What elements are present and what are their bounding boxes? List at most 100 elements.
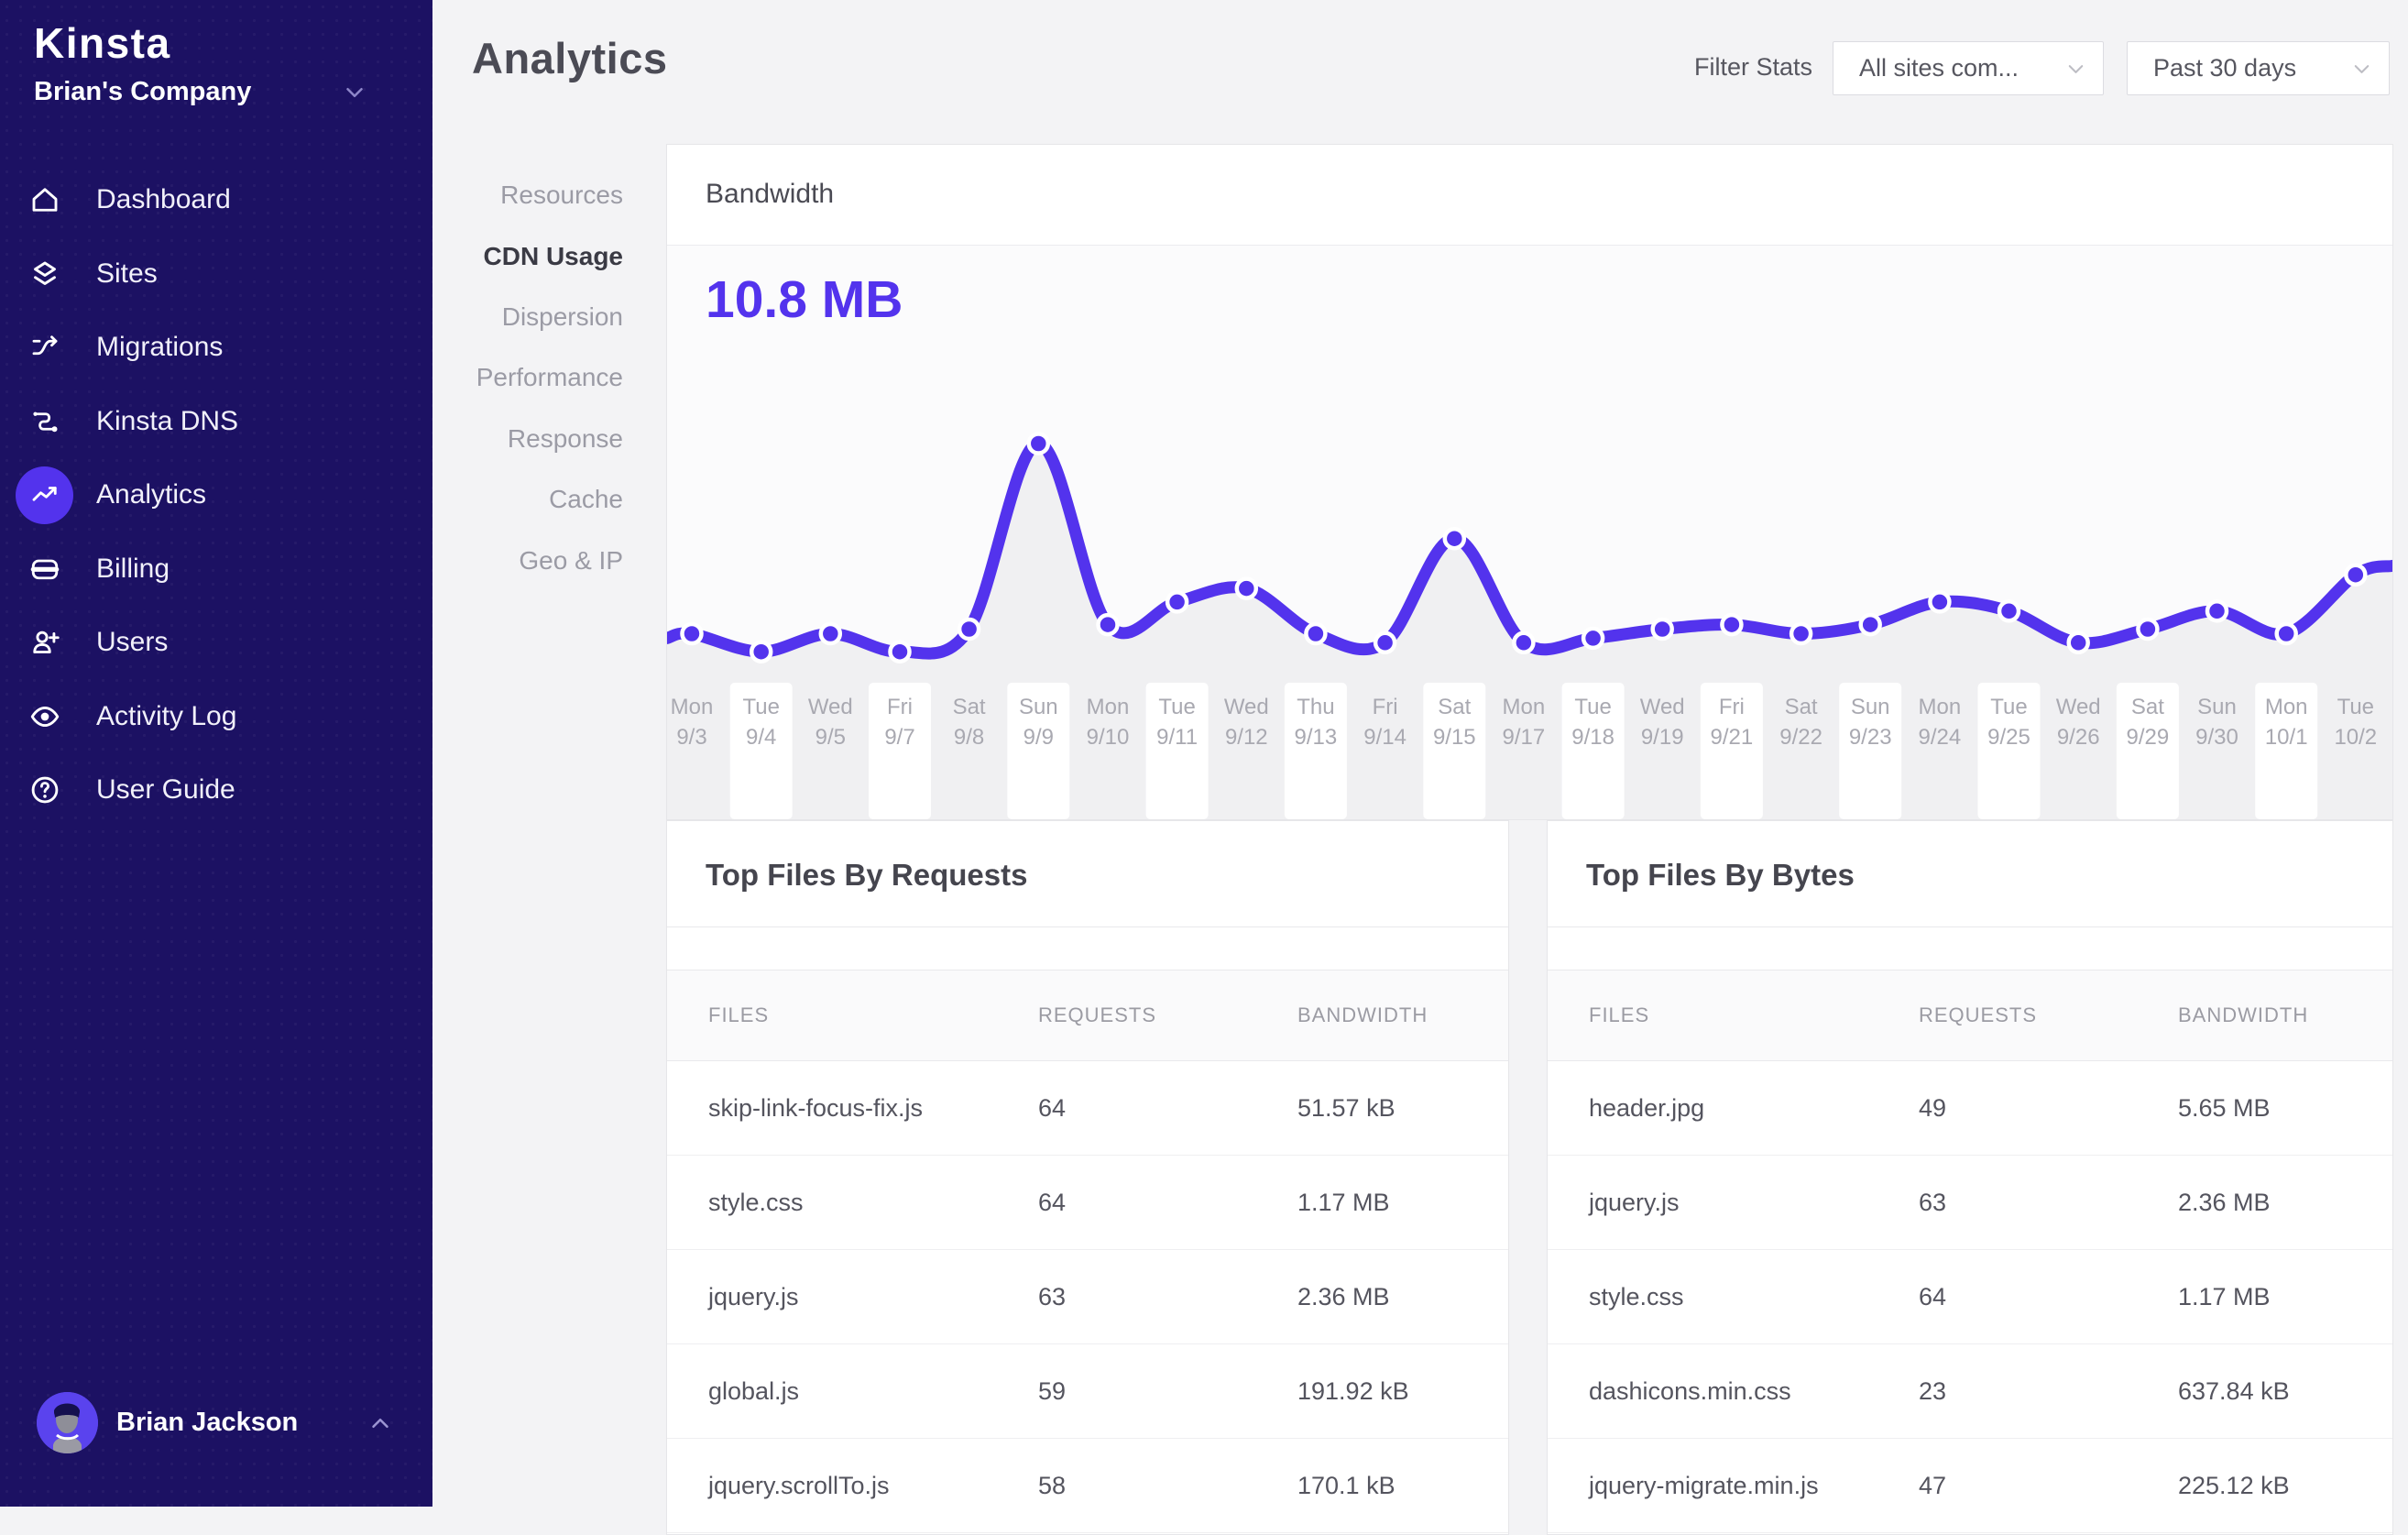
bandwidth-card: Bandwidth 10.8 MB Mon 9/3 Tue 9/4 Wed 9/5 Fri 9… [666, 144, 2393, 820]
bandwidth-cell: 2.36 MB [1297, 1282, 1390, 1310]
site-filter-dropdown[interactable]: All sites com... [1833, 41, 2104, 95]
column-header-requests: REQUESTS [1038, 1003, 1157, 1026]
subnav-item-cache[interactable]: Cache [549, 485, 623, 514]
chart-data-point[interactable] [1512, 630, 1536, 655]
chart-data-point[interactable] [680, 621, 704, 646]
bandwidth-cell: 2.36 MB [2178, 1188, 2271, 1216]
chart-data-point[interactable] [1581, 626, 1605, 651]
subnav-item-dispersion[interactable]: Dispersion [501, 302, 623, 331]
home-icon [16, 171, 73, 229]
subnav-item-resources[interactable]: Resources [500, 181, 623, 210]
chart-data-point[interactable] [1789, 621, 1813, 646]
axis-label-chip [729, 683, 793, 819]
chart-data-point[interactable] [2066, 630, 2090, 655]
user-add-icon [16, 614, 73, 672]
table-row: jquery.scrollTo.js 58 170.1 kB [667, 1439, 1508, 1533]
chart-data-point[interactable] [1997, 599, 2021, 623]
table-header-row: FILES REQUESTS BANDWIDTH [1548, 970, 2392, 1061]
kinsta-logo: Kinsta [34, 19, 171, 67]
chart-data-point[interactable] [1720, 612, 1744, 637]
date-range-dropdown[interactable]: Past 30 days [2127, 41, 2390, 95]
chart-data-point[interactable] [888, 640, 912, 663]
column-header-requests: REQUESTS [1919, 1003, 2038, 1026]
analytics-subnav: Resources CDN Usage Dispersion Performance R… [394, 165, 623, 591]
sidebar-item-users[interactable]: Users [0, 606, 432, 680]
chart-data-point[interactable] [2274, 621, 2298, 646]
subnav-item-cdn-usage[interactable]: CDN Usage [483, 241, 623, 270]
chart-data-point[interactable] [2344, 563, 2368, 587]
date-range-value: Past 30 days [2153, 54, 2297, 82]
bandwidth-card-header: Bandwidth [667, 145, 2392, 246]
chart-data-point[interactable] [1858, 612, 1882, 637]
table-spacer [1548, 927, 2392, 970]
table-row: global.js 59 191.92 kB [667, 1344, 1508, 1439]
subnav-item-performance[interactable]: Performance [476, 363, 623, 392]
chart-data-point[interactable] [1928, 590, 1952, 614]
site-filter-value: All sites com... [1859, 54, 2019, 82]
filter-stats-label: Filter Stats [1693, 53, 1812, 81]
file-name-cell: skip-link-focus-fix.js [708, 1093, 924, 1122]
chevron-down-icon [2349, 57, 2374, 82]
bandwidth-cell: 1.17 MB [2178, 1282, 2271, 1310]
file-name-cell: style.css [708, 1188, 804, 1216]
chart-data-point[interactable] [1234, 576, 1259, 600]
requests-cell: 49 [1919, 1093, 1947, 1122]
chart-data-point[interactable] [1373, 630, 1397, 655]
sidebar-item-kinsta-dns[interactable]: Kinsta DNS [0, 385, 432, 459]
chart-data-point[interactable] [1096, 612, 1120, 637]
axis-label-chip [869, 683, 931, 819]
table-title-row: Top Files By Bytes [1548, 821, 2392, 927]
chart-data-point[interactable] [2205, 599, 2229, 623]
chart-data-point[interactable] [1165, 590, 1189, 614]
table-row: jquery.js 63 2.36 MB [1548, 1156, 2392, 1250]
sidebar-item-sites[interactable]: Sites [0, 237, 432, 312]
sidebar-item-dashboard[interactable]: Dashboard [0, 163, 432, 237]
sidebar-item-activity-log[interactable]: Activity Log [0, 680, 432, 754]
subnav-item-response[interactable]: Response [507, 423, 623, 453]
requests-cell: 58 [1038, 1471, 1067, 1499]
chart-data-point[interactable] [749, 640, 773, 663]
billing-icon [16, 540, 73, 598]
axis-label-chip [1145, 683, 1209, 819]
sidebar-item-user-guide[interactable]: User Guide [0, 753, 432, 828]
column-header-bandwidth: BANDWIDTH [1297, 1003, 1428, 1026]
subnav-item-geo-ip[interactable]: Geo & IP [519, 545, 623, 575]
bandwidth-line-chart[interactable]: Mon 9/3 Tue 9/4 Wed 9/5 Fri 9/7 Sat 9/8 Sun 9/9 Mon 9… [667, 367, 2392, 819]
file-name-cell: style.css [1589, 1282, 1684, 1310]
requests-cell: 59 [1038, 1376, 1067, 1405]
sidebar-item-label: Activity Log [96, 700, 237, 731]
chart-data-point[interactable] [1442, 526, 1467, 551]
chart-data-point[interactable] [1650, 617, 1674, 641]
requests-cell: 64 [1919, 1282, 1947, 1310]
user-menu[interactable]: Brian Jackson [0, 1379, 432, 1466]
chart-data-point[interactable] [1026, 432, 1051, 455]
sidebar: Kinsta Brian's Company Dashboard Sites Mig… [0, 0, 432, 1507]
requests-cell: 63 [1919, 1188, 1947, 1216]
chart-data-point[interactable] [2136, 617, 2160, 641]
requests-cell: 47 [1919, 1471, 1947, 1499]
sidebar-item-label: Kinsta DNS [96, 405, 239, 436]
bandwidth-total: 10.8 MB [706, 270, 903, 329]
column-header-files: FILES [1589, 1003, 1650, 1026]
axis-label-chip [2255, 683, 2318, 819]
sidebar-item-migrations[interactable]: Migrations [0, 311, 432, 385]
bandwidth-cell: 1.17 MB [1297, 1188, 1390, 1216]
chart-data-point[interactable] [818, 621, 843, 646]
sidebar-item-label: Users [96, 627, 169, 658]
chart-canvas[interactable] [667, 367, 2392, 819]
table-title: Top Files By Bytes [1586, 858, 1855, 892]
chart-data-point[interactable] [957, 617, 981, 641]
company-selector[interactable]: Brian's Company [0, 71, 432, 114]
sidebar-item-billing[interactable]: Billing [0, 532, 432, 607]
bandwidth-cell: 5.65 MB [2178, 1093, 2271, 1122]
axis-label-chip [1423, 683, 1486, 819]
chevron-down-icon [341, 79, 368, 106]
chevron-up-icon [367, 1409, 394, 1437]
column-header-files: FILES [708, 1003, 770, 1026]
sidebar-item-label: Dashboard [96, 184, 231, 215]
sidebar-item-label: Billing [96, 553, 170, 584]
table-row: jquery-migrate.min.js 47 225.12 kB [1548, 1439, 2392, 1533]
dns-icon [16, 392, 73, 450]
sidebar-item-analytics[interactable]: Analytics [0, 458, 432, 532]
chart-data-point[interactable] [1304, 621, 1328, 646]
